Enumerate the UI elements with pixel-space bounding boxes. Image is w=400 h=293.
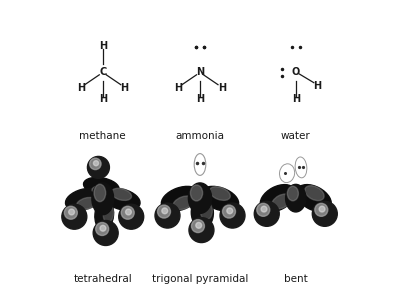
Circle shape — [257, 203, 270, 216]
Ellipse shape — [190, 185, 203, 201]
Text: N: N — [196, 67, 204, 77]
Circle shape — [90, 158, 101, 170]
Text: water: water — [281, 131, 311, 141]
Circle shape — [196, 222, 202, 228]
Circle shape — [227, 208, 233, 214]
Circle shape — [319, 206, 325, 212]
Text: ammonia: ammonia — [176, 131, 224, 141]
Circle shape — [315, 203, 328, 216]
Circle shape — [254, 201, 279, 226]
Circle shape — [155, 203, 180, 228]
Ellipse shape — [188, 183, 212, 213]
Circle shape — [126, 209, 131, 215]
Ellipse shape — [200, 202, 212, 220]
Ellipse shape — [66, 188, 102, 210]
Ellipse shape — [94, 184, 106, 202]
Ellipse shape — [103, 188, 140, 210]
Ellipse shape — [92, 183, 114, 215]
Text: H: H — [292, 94, 300, 105]
Circle shape — [96, 222, 109, 236]
Ellipse shape — [287, 186, 298, 201]
Circle shape — [261, 206, 267, 212]
Text: H: H — [77, 83, 85, 93]
Ellipse shape — [92, 186, 112, 196]
Circle shape — [162, 208, 168, 214]
Circle shape — [158, 205, 170, 218]
Ellipse shape — [161, 186, 199, 211]
Ellipse shape — [191, 197, 213, 229]
Circle shape — [62, 204, 87, 229]
Circle shape — [69, 209, 74, 215]
Text: tetrahedral: tetrahedral — [74, 274, 132, 284]
Ellipse shape — [296, 185, 331, 212]
Text: C: C — [99, 67, 106, 77]
Circle shape — [189, 218, 214, 243]
Ellipse shape — [111, 188, 132, 200]
Text: H: H — [99, 94, 107, 105]
Text: H: H — [174, 83, 182, 93]
Ellipse shape — [84, 178, 119, 196]
Circle shape — [121, 206, 134, 219]
Text: H: H — [196, 94, 204, 105]
Text: H: H — [314, 81, 322, 91]
Circle shape — [119, 204, 144, 229]
Circle shape — [222, 205, 236, 218]
Ellipse shape — [286, 184, 306, 212]
Circle shape — [93, 221, 118, 246]
Circle shape — [192, 219, 204, 233]
Ellipse shape — [194, 154, 206, 176]
Ellipse shape — [295, 157, 307, 178]
Ellipse shape — [76, 197, 97, 209]
Circle shape — [220, 203, 245, 228]
Text: bent: bent — [284, 274, 308, 284]
Ellipse shape — [280, 164, 295, 183]
Circle shape — [94, 161, 98, 166]
Ellipse shape — [272, 194, 291, 209]
Text: methane: methane — [80, 131, 126, 141]
Ellipse shape — [173, 196, 194, 209]
Ellipse shape — [305, 186, 324, 201]
Circle shape — [312, 201, 337, 226]
Circle shape — [100, 225, 106, 231]
Ellipse shape — [210, 187, 230, 200]
Circle shape — [64, 206, 77, 219]
Ellipse shape — [201, 186, 239, 211]
Circle shape — [88, 156, 110, 178]
Ellipse shape — [103, 205, 114, 222]
Ellipse shape — [260, 185, 295, 212]
Text: H: H — [218, 83, 226, 93]
Text: O: O — [292, 67, 300, 77]
Text: trigonal pyramidal: trigonal pyramidal — [152, 274, 248, 284]
Ellipse shape — [95, 199, 114, 231]
Text: H: H — [120, 83, 129, 93]
Text: H: H — [99, 40, 107, 50]
